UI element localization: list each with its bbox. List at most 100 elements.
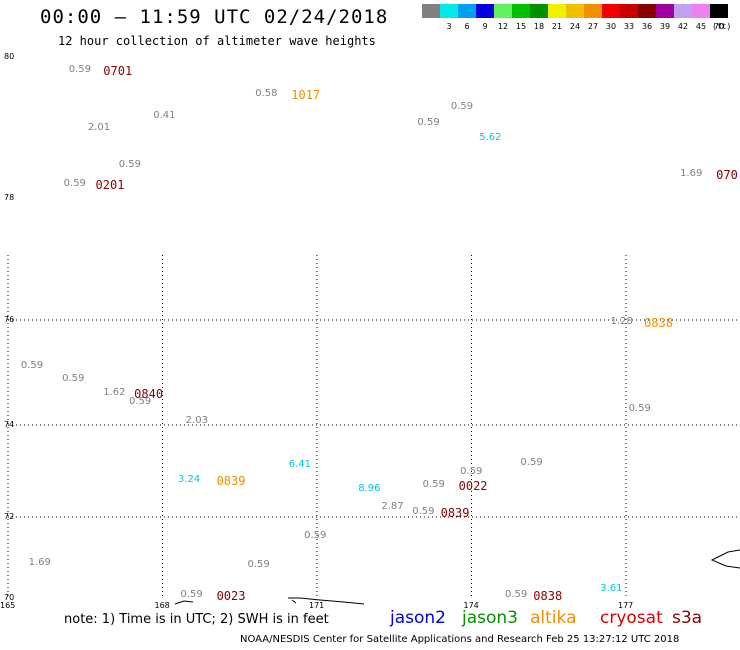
scale-label: 21 <box>551 22 563 31</box>
latitude-label: 78 <box>4 193 15 202</box>
wave-height-value: 0.59 <box>460 466 483 478</box>
wave-height-value: 0.59 <box>504 588 528 600</box>
longitude-label: 171 <box>309 601 325 610</box>
scale-label: 15 <box>515 22 527 31</box>
scale-swatch <box>476 4 494 18</box>
coastline-east <box>710 549 740 569</box>
scale-label: 24 <box>569 22 581 31</box>
scale-label: 3 <box>446 22 452 31</box>
scale-swatch <box>584 4 602 18</box>
scale-swatch <box>566 4 584 18</box>
scale-cell: 12 <box>494 4 512 31</box>
satellite-legend-altika: altika <box>530 608 577 628</box>
scale-swatch <box>638 4 656 18</box>
wave-height-value: 3.61 <box>600 582 623 594</box>
wave-height-value: 0.41 <box>153 109 176 121</box>
scale-label: 42 <box>677 22 689 31</box>
wave-height-value: 0.59 <box>118 158 141 170</box>
wave-height-value: 0.59 <box>20 360 44 372</box>
longitude-label: 168 <box>154 601 170 610</box>
wave-height-value: 0.58 <box>255 88 278 100</box>
scale-label: 9 <box>482 22 488 31</box>
wave-height-value: 0.59 <box>412 506 435 518</box>
wave-height-value: 1.69 <box>680 167 703 179</box>
pass-time-label: 0838 <box>644 315 673 330</box>
wave-height-color-scale: 3 6 9 12 15 18 21 24 27 30 33 36 39 42 45 70 <box>422 4 728 31</box>
scale-label: 36 <box>641 22 653 31</box>
longitude-label: 174 <box>463 601 479 610</box>
scale-cell <box>422 4 440 31</box>
scale-cell: 36 <box>638 4 656 31</box>
scale-swatch <box>422 4 440 18</box>
scale-cell: 6 <box>458 4 476 31</box>
wave-height-value: 6.41 <box>288 459 311 471</box>
scale-label: 33 <box>623 22 635 31</box>
scale-cell: 70 <box>710 4 728 31</box>
scale-swatch <box>494 4 512 18</box>
wave-height-value: 0.59 <box>422 478 445 490</box>
wave-height-value: 2.03 <box>185 415 208 427</box>
pass-time-label: 070 <box>716 167 738 182</box>
scale-label: 6 <box>464 22 470 31</box>
wave-height-value: 0.59 <box>63 178 86 190</box>
scale-label: 39 <box>659 22 671 31</box>
wave-height-value: 1.62 <box>103 386 126 398</box>
pass-time-label: 1017 <box>291 88 321 103</box>
scale-cell: 27 <box>584 4 602 31</box>
wave-height-value: 0.59 <box>450 101 474 113</box>
longitude-label: 177 <box>618 601 634 610</box>
scale-swatch <box>692 4 710 18</box>
wave-height-value: 1.28 <box>610 315 633 327</box>
scale-unit: (ft) <box>712 22 732 31</box>
pass-time-label: 0839 <box>440 506 470 521</box>
pass-time-label: 0838 <box>533 588 563 603</box>
wave-height-value: 5.62 <box>479 131 502 143</box>
latitude-label: 72 <box>4 512 15 521</box>
wave-height-value: 0.59 <box>68 64 92 76</box>
scale-label: 30 <box>605 22 617 31</box>
latitude-label: 70 <box>4 593 15 602</box>
wave-height-value: 0.59 <box>180 588 203 600</box>
wave-height-value: 2.87 <box>381 500 404 512</box>
wave-height-value: 8.96 <box>358 483 381 495</box>
scale-cell: 18 <box>530 4 548 31</box>
credit-line: NOAA/NESDIS Center for Satellite Applica… <box>240 634 680 645</box>
scale-cell: 9 <box>476 4 494 31</box>
scale-swatch <box>512 4 530 18</box>
wave-height-value: 0.59 <box>628 403 651 415</box>
scale-label: 27 <box>587 22 599 31</box>
coastline-south <box>288 597 365 605</box>
satellite-legend-jason2: jason2 <box>390 608 446 628</box>
scale-cell: 39 <box>656 4 674 31</box>
wave-height-value: 0.59 <box>520 457 543 469</box>
pass-time-label: 0023 <box>216 588 246 603</box>
coastline-south <box>174 600 194 605</box>
footnote: note: 1) Time is in UTC; 2) SWH is in fe… <box>64 612 329 627</box>
wave-height-value: 0.59 <box>62 373 85 385</box>
pass-time-label: 0022 <box>458 478 488 493</box>
pass-time-label: 0701 <box>103 64 133 79</box>
scale-swatch <box>530 4 548 18</box>
satellite-legend-s3a: s3a <box>672 608 703 628</box>
scale-cell: 42 <box>674 4 692 31</box>
scale-cell: 30 <box>602 4 620 31</box>
wave-height-value: 0.59 <box>247 558 270 570</box>
scale-swatch <box>710 4 728 18</box>
wave-height-value: 3.24 <box>177 474 201 486</box>
wave-height-value: 2.01 <box>87 121 111 133</box>
wave-height-value: 0.59 <box>304 530 327 542</box>
scale-swatch <box>548 4 566 18</box>
satellite-legend-jason3: jason3 <box>462 608 518 628</box>
pass-time-label: 0201 <box>95 178 125 193</box>
scale-swatch <box>602 4 620 18</box>
scale-swatch <box>458 4 476 18</box>
wave-height-value: 0.59 <box>129 395 152 407</box>
map-title: 00:00 – 11:59 UTC 02/24/2018 <box>40 6 389 28</box>
pass-time-label: 0840 <box>134 386 164 401</box>
scale-swatch <box>656 4 674 18</box>
wave-height-value: 1.69 <box>28 556 51 568</box>
latitude-label: 76 <box>4 315 15 324</box>
latitude-label: 74 <box>4 420 15 429</box>
scale-label: 45 <box>695 22 707 31</box>
